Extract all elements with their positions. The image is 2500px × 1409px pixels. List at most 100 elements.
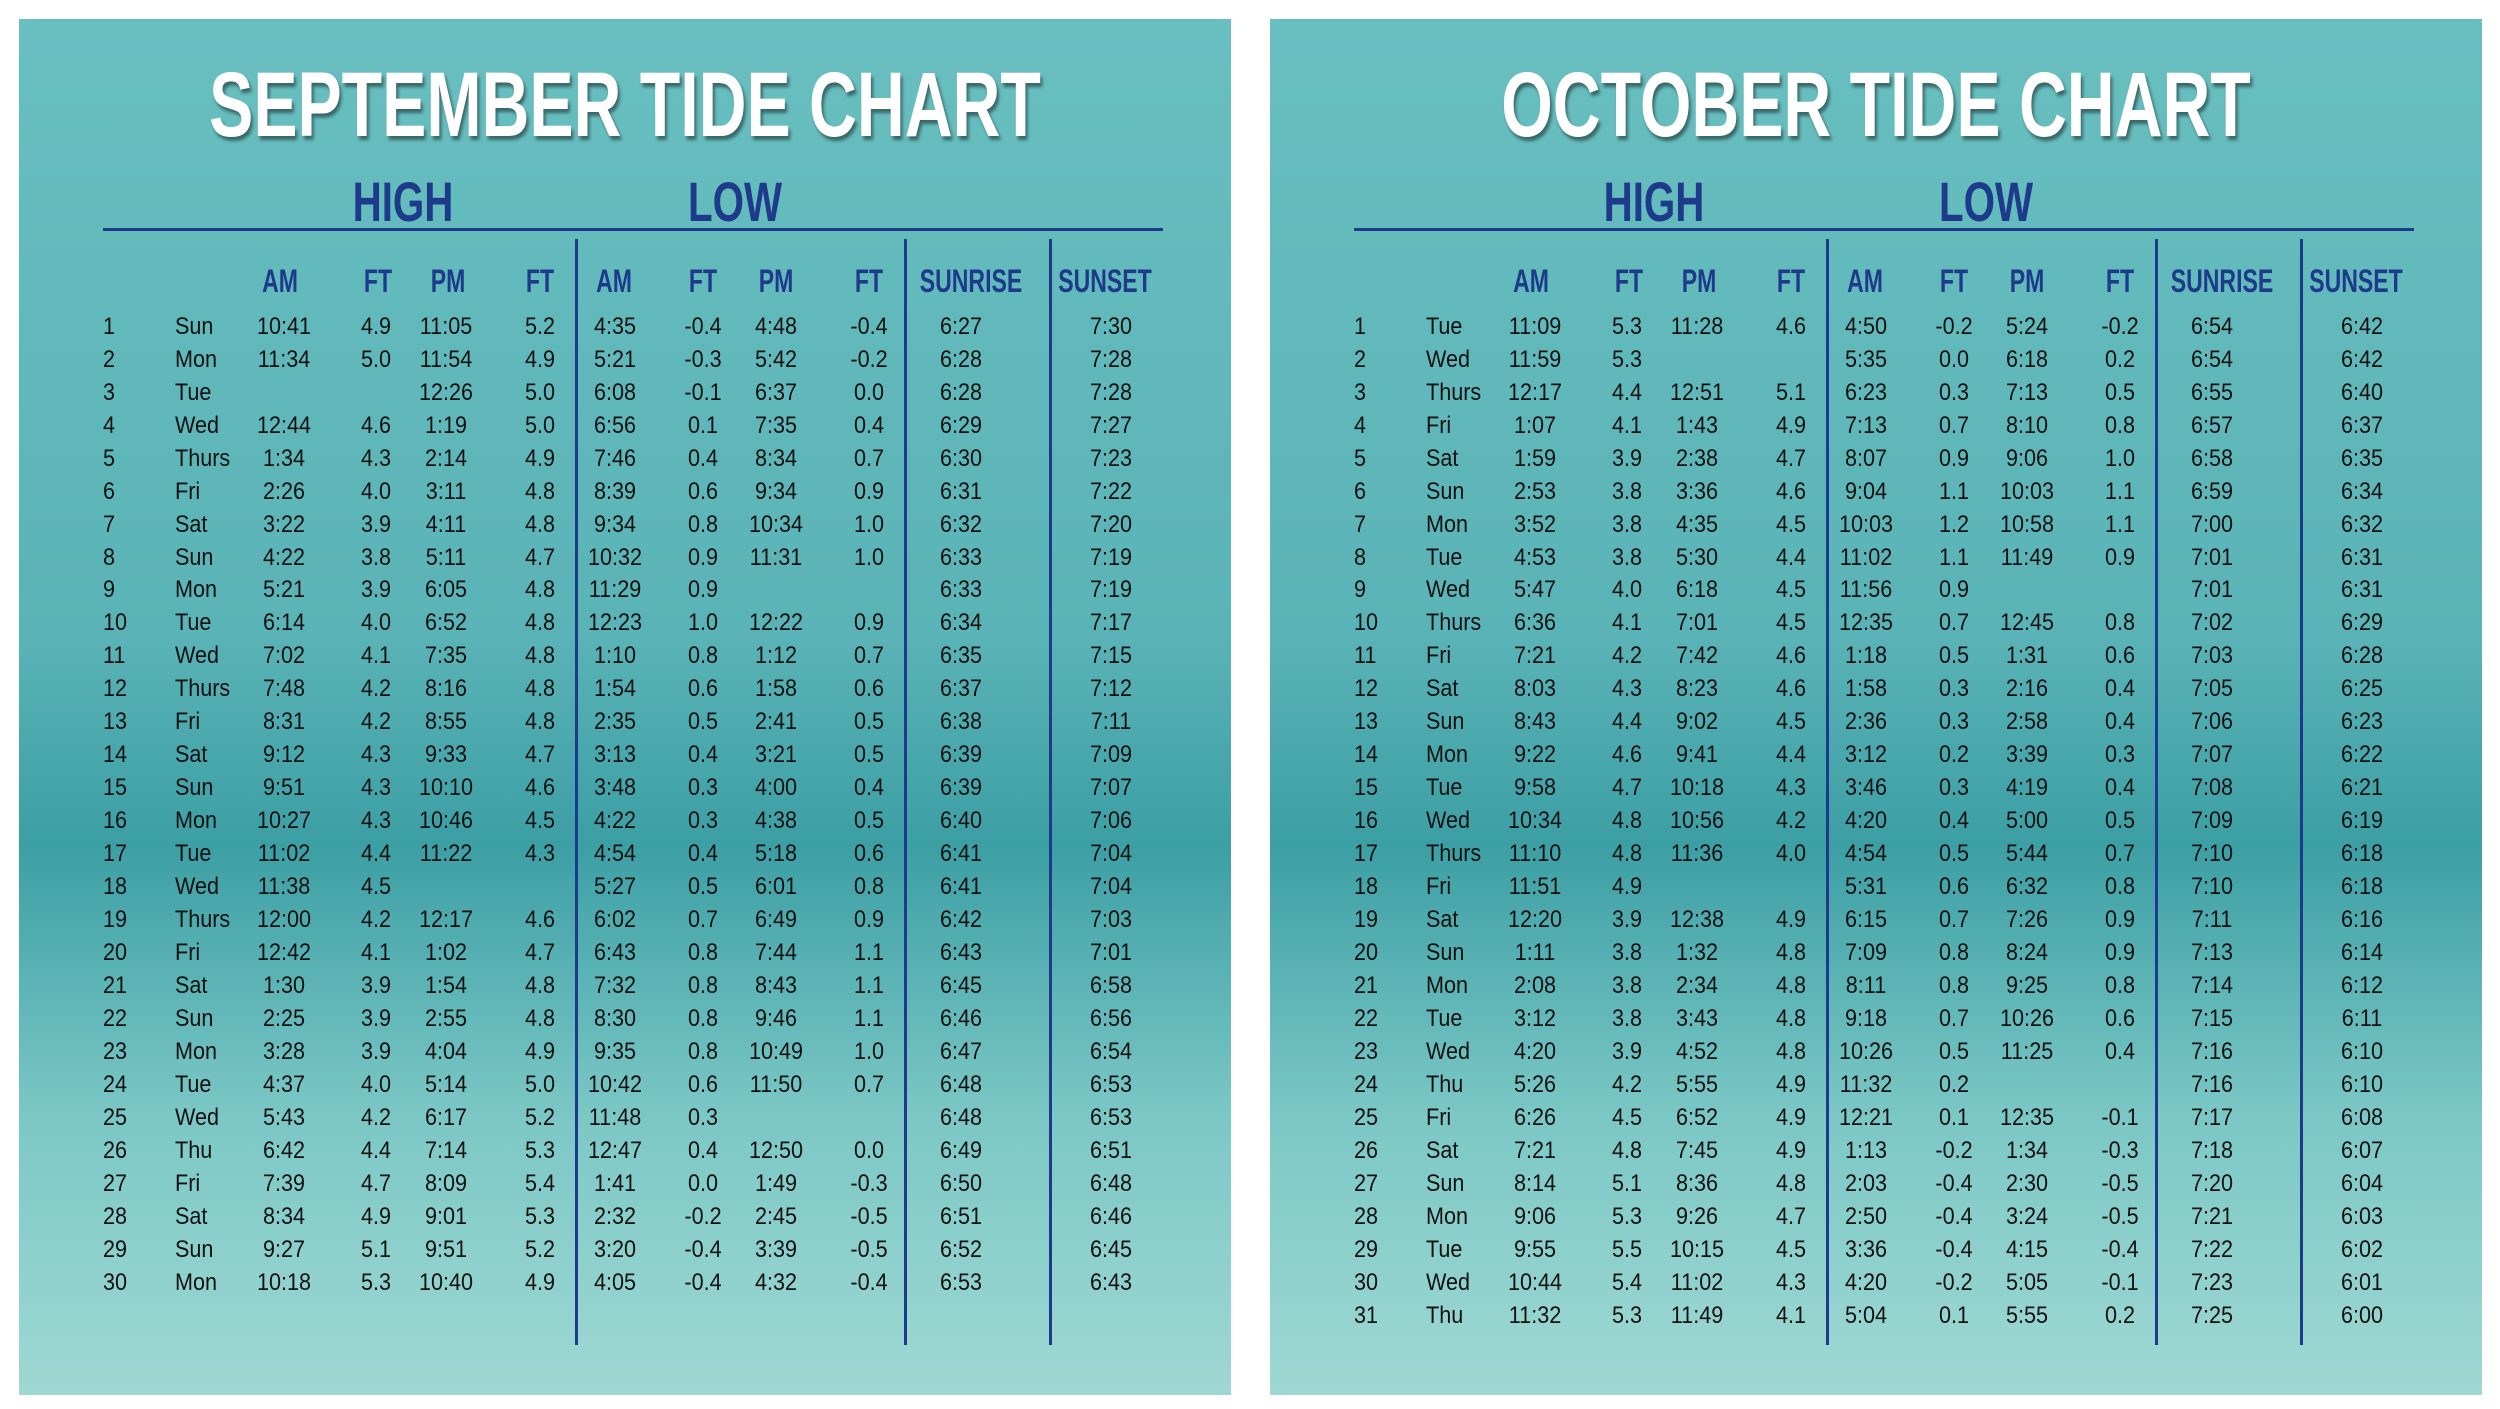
weekday: Wed [1426,345,1471,373]
tide-cell: 10:40 [419,1269,474,1297]
tide-cell: 1.2 [1938,510,1969,538]
tide-cell: 0.7 [687,906,718,934]
tide-cell: 8:39 [594,477,637,505]
tide-cell: 3.8 [1612,1005,1643,1033]
weekday: Wed [175,411,220,439]
tide-cell: 6:41 [940,840,983,868]
day-number: 22 [103,1005,128,1033]
tide-cell: 7:45 [1676,1137,1719,1165]
tide-cell: 7:03 [2191,642,2234,670]
tide-cell: 6:57 [2191,411,2234,439]
day-number: 24 [1354,1071,1379,1099]
tide-cell: 5:24 [2006,312,2049,340]
tide-cell: 6:41 [940,873,983,901]
tide-cell: 9:06 [2006,444,2049,472]
tide-cell: 11:50 [749,1071,803,1099]
day-number: 26 [1354,1137,1379,1165]
tide-cell: 6:37 [2340,411,2383,439]
tide-cell: 5.2 [525,312,556,340]
weekday: Mon [175,1269,218,1297]
tide-cell: 7:04 [1089,873,1132,901]
tide-cell: 5.1 [1612,1170,1643,1198]
tide-cell: 3:28 [262,1038,305,1066]
tide-cell: 10:58 [2000,510,2055,538]
tide-cell: 1:18 [1845,642,1888,670]
header-rule [103,227,1164,231]
tide-cell: 6:28 [940,345,983,373]
tide-cell: 7:15 [1089,642,1132,670]
tide-cell: 0.9 [1938,576,1969,604]
tide-cell: 7:07 [1089,774,1132,802]
weekday: Sun [175,1005,214,1033]
tide-cell: 4.4 [1612,378,1643,406]
tide-cell: 1.1 [2104,477,2135,505]
tide-cell: 4:19 [2006,774,2049,802]
day-number: 9 [103,576,116,604]
tide-cell: 7:42 [1676,642,1719,670]
tide-cell: 7:25 [2191,1302,2234,1330]
tide-cell: -0.4 [2100,1236,2139,1264]
tide-cell: 4.3 [1776,774,1807,802]
day-number: 1 [103,312,116,340]
tide-cell: 4.4 [1776,543,1807,571]
tide-cell: 6:11 [2341,1005,2383,1033]
tide-cell: 6:56 [594,411,637,439]
tide-cell: 4:52 [1676,1038,1719,1066]
tide-cell: 3:11 [425,477,467,505]
tide-cell: 6:58 [1089,972,1132,1000]
tide-cell: 6:52 [1676,1104,1719,1132]
tide-cell: 0.3 [1938,378,1969,406]
day-number: 25 [1354,1104,1379,1132]
tide-cell: 2:36 [1845,708,1888,736]
day-number: 30 [1354,1269,1379,1297]
weekday: Wed [175,873,220,901]
tide-cell: 6:32 [2006,873,2049,901]
weekday: Tue [175,378,212,406]
tide-cell: 10:10 [419,774,474,802]
tide-cell: 4:05 [594,1269,637,1297]
day-number: 27 [1354,1170,1379,1198]
tide-cell: 11:32 [1839,1071,1893,1099]
tide-cell: 4.0 [1776,840,1807,868]
tide-cell: 0.7 [1938,1005,1969,1033]
tide-cell: 0.6 [1938,873,1969,901]
day-number: 10 [103,609,128,637]
tide-cell: 4.9 [1776,906,1807,934]
tide-cell: 11:02 [1839,543,1893,571]
day-number: 31 [1354,1302,1379,1330]
group-header: LOW [1938,170,2033,233]
tide-cell: 0.4 [2104,1038,2135,1066]
weekday: Fri [175,477,201,505]
tide-cell: 1:07 [1513,411,1556,439]
tide-cell: 5.0 [525,378,556,406]
tide-cell: 6:54 [2191,312,2234,340]
tide-cell: 5:30 [1676,543,1719,571]
tide-cell: 5.2 [525,1104,556,1132]
tide-cell: 5:44 [2006,840,2049,868]
tide-cell: 3.8 [1612,510,1643,538]
tide-cell: -0.1 [2100,1104,2139,1132]
tide-cell: 0.4 [687,840,718,868]
tide-cell: 5.1 [361,1236,392,1264]
tide-cell: 6:40 [940,807,983,835]
tide-cell: 8:43 [1513,708,1556,736]
tide-cell: 6:34 [940,609,983,637]
tide-cell: 4.7 [525,939,556,967]
tide-cell: 6:40 [2340,378,2383,406]
tide-cell: 1:58 [1845,675,1888,703]
tide-cell: 12:00 [256,906,311,934]
tide-cell: 4:15 [2006,1236,2049,1264]
tide-cell: 4.8 [1776,939,1807,967]
tide-panel: OCTOBER TIDE CHART HIGH LOW AM FT PM FT AM FT PM F… [1270,19,2482,1395]
tide-cell: 3.9 [361,576,392,604]
column-header: SUNRISE [919,263,1022,299]
tide-cell: 7:23 [2191,1269,2234,1297]
tide-cell: 2:03 [1845,1170,1888,1198]
tide-cell: 4.5 [1612,1104,1643,1132]
header-rule [1354,227,2415,231]
column-header: PM [758,263,794,299]
tide-cell: 3:36 [1676,477,1719,505]
tide-cell: 1:34 [2006,1137,2049,1165]
tide-cell: 4:37 [262,1071,305,1099]
tide-cell: 0.4 [2104,675,2135,703]
